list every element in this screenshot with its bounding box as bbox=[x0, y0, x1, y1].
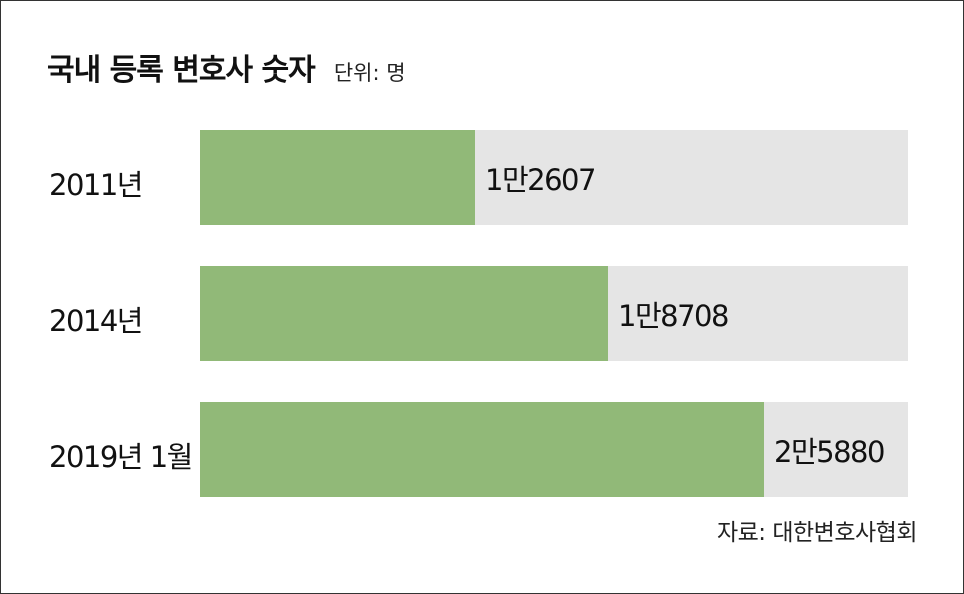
bar bbox=[200, 130, 475, 225]
value-label: 1만2607 bbox=[485, 162, 596, 197]
bar bbox=[200, 266, 608, 361]
title-row: 국내 등록 변호사 숫자 단위: 명 bbox=[47, 45, 406, 89]
category-label: 2014년 bbox=[49, 304, 143, 338]
value-label: 1만8708 bbox=[618, 298, 729, 333]
bar-track: 2만5880 bbox=[200, 402, 908, 497]
value-label: 2만5880 bbox=[774, 434, 885, 469]
source-note: 자료: 대한변호사협회 bbox=[716, 520, 918, 546]
bar-track: 1만8708 bbox=[200, 266, 908, 361]
bar-track: 1만2607 bbox=[200, 130, 908, 225]
bar bbox=[200, 402, 764, 497]
unit-label: 단위: 명 bbox=[333, 61, 406, 85]
category-label: 2019년 1월 bbox=[49, 440, 193, 474]
category-label: 2011년 bbox=[49, 168, 143, 202]
chart-title: 국내 등록 변호사 숫자 bbox=[47, 53, 316, 88]
